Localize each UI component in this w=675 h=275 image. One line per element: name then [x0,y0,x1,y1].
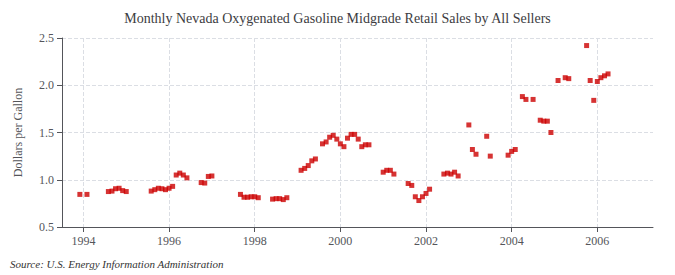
svg-text:1994: 1994 [71,234,95,248]
svg-text:Source: U.S. Energy Informatio: Source: U.S. Energy Information Administ… [10,258,224,270]
svg-text:2006: 2006 [585,234,609,248]
svg-text:1.5: 1.5 [39,126,54,140]
svg-text:Dollars per Gallon: Dollars per Gallon [11,88,25,177]
svg-text:1.0: 1.0 [39,173,54,187]
svg-text:2000: 2000 [328,234,352,248]
svg-text:1996: 1996 [157,234,181,248]
svg-text:2.5: 2.5 [39,31,54,45]
svg-text:2.0: 2.0 [39,78,54,92]
svg-text:1998: 1998 [243,234,267,248]
svg-text:0.5: 0.5 [39,220,54,234]
svg-text:2004: 2004 [500,234,524,248]
svg-text:Monthly Nevada Oxygenated Gaso: Monthly Nevada Oxygenated Gasoline Midgr… [124,11,551,26]
svg-text:2002: 2002 [414,234,438,248]
